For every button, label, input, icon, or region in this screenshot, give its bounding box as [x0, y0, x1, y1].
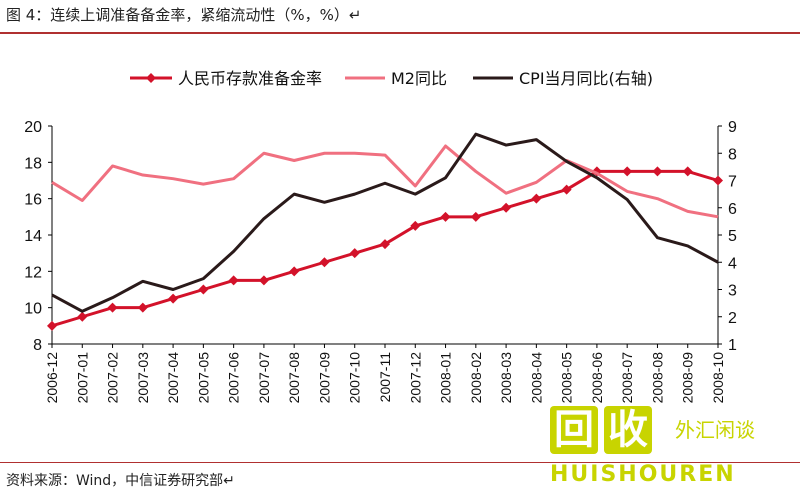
series-1-point: [228, 275, 239, 286]
x-tick-label: 2008-02: [468, 352, 484, 404]
x-tick-label: 2007-10: [347, 352, 363, 404]
x-tick-label: 2007-05: [195, 352, 211, 404]
right-tick-label: 7: [728, 174, 737, 191]
right-tick-label: 9: [728, 119, 737, 136]
x-tick-label: 2008-09: [680, 352, 696, 404]
x-tick-label: 2007-12: [407, 352, 423, 404]
series-line-2: [51, 144, 719, 219]
series-1-point: [258, 275, 269, 286]
right-tick-label: 2: [728, 310, 737, 327]
series-1-point: [440, 211, 451, 222]
series-line-3: [51, 132, 719, 313]
left-tick-label: 14: [24, 228, 42, 245]
left-tick-label: 10: [24, 301, 42, 318]
legend-label-1: 人民币存款准备金率: [178, 69, 322, 88]
right-tick-label: 4: [728, 255, 737, 272]
x-tick-label: 2007-06: [226, 352, 242, 404]
series-1-point: [410, 220, 421, 231]
series-1-point: [682, 166, 693, 177]
left-tick-label: 8: [33, 337, 42, 354]
x-tick-label: 2008-06: [589, 352, 605, 404]
bottom-rule: [0, 462, 800, 463]
source-note: 资料来源：Wind，中信证券研究部↵: [6, 473, 235, 489]
series-1-point: [107, 302, 118, 313]
series-1-point: [137, 302, 148, 313]
series-1-point: [77, 311, 88, 322]
right-tick-label: 6: [728, 201, 737, 218]
x-tick-label: 2008-01: [438, 352, 454, 404]
x-tick-label: 2008-05: [559, 352, 575, 404]
series-1-point: [198, 284, 209, 295]
watermark-side: 外汇闲谈: [675, 418, 755, 442]
x-tick-label: 2008-03: [498, 352, 514, 404]
watermark-logo: 回 收 HUISHOUREN 外汇闲谈: [550, 400, 755, 495]
x-tick-label: 2007-11: [377, 352, 393, 403]
right-tick-label: 5: [728, 228, 737, 245]
left-tick-label: 18: [24, 155, 42, 172]
series-1-point: [561, 184, 572, 195]
x-tick-label: 2007-07: [256, 352, 272, 404]
series-1-point: [380, 239, 390, 250]
right-tick-label: 8: [728, 146, 737, 163]
x-tick-label: 2008-07: [619, 352, 635, 404]
left-tick-label: 20: [24, 119, 42, 136]
right-tick-label: 3: [728, 283, 737, 300]
series-1-point: [622, 166, 633, 177]
x-tick-label: 2007-08: [286, 352, 302, 404]
x-tick-label: 2007-09: [316, 352, 332, 404]
series-1-point: [47, 320, 57, 331]
x-tick-label: 2008-04: [528, 352, 544, 404]
series-1-point: [501, 202, 512, 213]
x-tick-label: 2008-08: [649, 352, 665, 404]
series-1-point: [531, 193, 542, 204]
series-1-point: [349, 248, 360, 259]
legend-marker: [146, 73, 156, 83]
right-tick-label: 1: [728, 337, 737, 354]
figure-title: 图 4：连续上调准备备金率，紧缩流动性（%，%）↵: [6, 6, 362, 24]
left-tick-label: 12: [24, 264, 42, 281]
watermark-brand: HUISHOUREN: [550, 462, 736, 487]
series-1-point: [168, 293, 179, 304]
x-tick-label: 2007-03: [135, 352, 151, 404]
title-rule: [0, 32, 800, 34]
series-1-point: [713, 175, 723, 186]
watermark-glyph-right: 收: [604, 406, 652, 454]
series-1-point: [470, 211, 481, 222]
x-tick-label: 2007-02: [105, 352, 121, 404]
series-1-point: [319, 257, 330, 268]
x-tick-label: 2006-12: [44, 352, 60, 404]
watermark-glyph-left: 回: [550, 406, 598, 454]
series-1-point: [652, 166, 663, 177]
series-1-point: [289, 266, 300, 277]
x-tick-label: 2007-04: [165, 352, 181, 404]
x-tick-label: 2007-01: [74, 352, 90, 404]
legend-label-3: CPI当月同比(右轴): [519, 69, 653, 88]
x-tick-label: 2008-10: [710, 352, 726, 404]
left-tick-label: 16: [24, 192, 42, 209]
legend-label-2: M2同比: [391, 69, 447, 88]
